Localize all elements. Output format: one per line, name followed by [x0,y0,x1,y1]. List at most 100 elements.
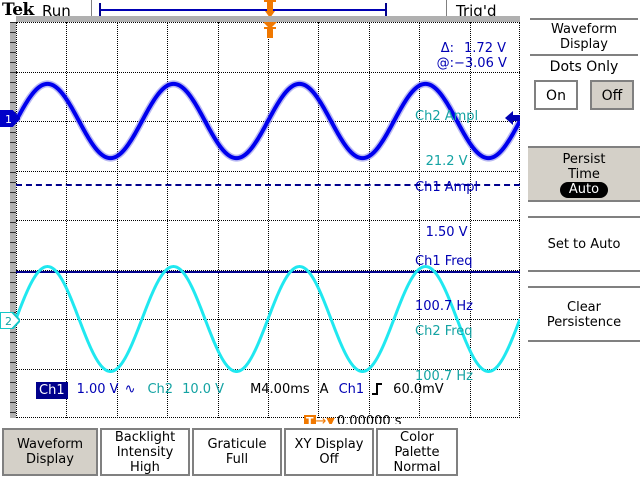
trigger-source-value[interactable]: Ch1 [338,382,365,397]
cursor-at-label: @: [436,56,454,71]
record-length-indicator [99,3,387,16]
cursor-delta-readout: Δ: 1.72 V [386,26,506,71]
trigger-position-icon: T [304,415,316,428]
gridline-h [16,270,520,271]
gridline-h-center [16,220,520,221]
side-menu-title: Waveform Display [530,22,638,52]
trigger-position-marker-graticule[interactable] [262,22,278,38]
divider [446,0,447,18]
arrow-right-icon: → [315,414,327,429]
bottom-menu-item-graticule[interactable]: Graticule Full [192,428,282,476]
measurement-label: Ch2 Freq [415,324,473,339]
menu-line: Palette [394,444,440,460]
menu-line: Backlight [114,429,176,445]
ruler-tick [10,232,16,233]
cursor-at-value: −3.06 V [454,56,507,71]
cursor-line-dashed[interactable] [16,184,520,186]
menu-line: Graticule [207,437,267,452]
measurement-value: 1.50 V [425,225,468,240]
bottom-menu-item-waveform-display[interactable]: Waveform Display [2,428,98,476]
channel-marker-2[interactable]: 2 [0,312,20,329]
ruler-tick [10,372,16,373]
ruler-tick [10,402,16,403]
ruler-tick [10,42,16,43]
ch2-scale-value[interactable]: 10.0 V [182,382,225,397]
ch2-label[interactable]: Ch2 [147,382,174,397]
measurement-ch2-ampl[interactable]: Ch2 Ampl 21.2 V [415,79,478,199]
svg-text:1: 1 [5,113,12,126]
menu-line: Waveform [17,437,83,452]
ch1-selected-chip[interactable]: Ch1 [36,382,68,399]
menu-line: Color [400,429,434,445]
bottom-menu-item-xy-display[interactable]: XY Display Off [284,428,374,476]
svg-text:2: 2 [5,315,12,328]
ch1-scale-value[interactable]: 1.00 V [76,382,119,397]
ruler-tick [10,172,16,173]
channel-marker-1[interactable]: 1 [0,110,20,127]
tek-logo: Tek [2,0,34,20]
divider [530,18,638,20]
run-state-label: Run [42,2,71,20]
menu-line: Normal [393,459,441,475]
trigger-position-marker-top[interactable] [262,0,278,18]
measurement-value: 21.2 V [425,154,468,169]
measurement-ch2-freq[interactable]: Ch2 Freq 100.7 Hz [415,294,473,414]
ruler-tick [10,412,16,413]
ruler-tick [10,242,16,243]
waveform-traces [16,80,520,373]
gridline-h [16,171,520,172]
divider [530,54,638,56]
persist-time-panel[interactable]: Persist Time Auto [528,146,640,202]
ruler-tick [10,162,16,163]
ruler-tick [10,362,16,363]
measurement-ch1-freq[interactable]: Ch1 Freq 100.7 Hz [415,224,473,344]
ac-coupling-icon: ∿ [124,382,136,397]
ruler-tick [10,102,16,103]
trigger-source-prefix: A [319,382,329,397]
ruler-tick [10,212,16,213]
trigger-level-value[interactable]: 60.0mV [393,382,444,397]
ruler-tick [10,352,16,353]
persist-time-value: Auto [559,182,609,198]
waveform-graticule[interactable]: Δ: 1.72 V @:−3.06 V Ch2 Ampl 21.2 V Ch1 A… [16,22,520,429]
ruler-tick [10,52,16,53]
persist-time-label-line2: Time [568,167,600,182]
menu-line: Full [225,452,249,467]
divider [91,0,92,18]
ruler-tick [10,382,16,383]
ruler-tick [10,202,16,203]
cursor-delta-value: 1.72 V [464,41,506,56]
timebase-value[interactable]: M4.00ms [250,382,310,397]
dots-only-off-button[interactable]: Off [590,80,634,110]
measurement-ch1-ampl[interactable]: Ch1 Ampl 1.50 V [415,150,478,270]
record-length-bar [99,9,387,11]
side-menu-title-line1: Waveform [551,22,617,37]
dots-only-on-button[interactable]: On [534,80,578,110]
ruler-tick [10,142,16,143]
cursor-line-solid[interactable] [16,271,520,273]
menu-line: Intensity [116,444,174,460]
measurement-value: 100.7 Hz [415,299,473,314]
menu-line: XY Display [294,437,364,452]
cursor-delta-label: Δ: [440,41,454,56]
persist-time-label-line1: Persist [562,152,606,167]
side-menu: Waveform Display Dots Only On Off Persis… [528,14,640,418]
measurement-label: Ch1 Freq [415,254,473,269]
dots-only-label: Dots Only [549,59,619,75]
clear-persistence-line1: Clear [567,300,601,315]
ruler-tick [10,302,16,303]
ch1-level-arrow-right[interactable] [505,110,520,126]
ruler-tick [10,132,16,133]
ruler-tick [10,262,16,263]
bottom-menu-item-color-palette[interactable]: Color Palette Normal [376,428,458,476]
gridline-h [16,369,520,370]
bottom-menu-item-backlight-intensity[interactable]: Backlight Intensity High [100,428,190,476]
rising-edge-icon [364,382,383,397]
measurement-label: Ch1 Ampl [415,180,479,195]
ruler-tick [10,252,16,253]
record-length-left-bracket [99,3,101,16]
channel-status-line: Ch1 1.00 V ∿ Ch2 10.0 V M4.00ms A Ch1 60.0mV [36,382,536,400]
clear-persistence-button[interactable]: Clear Persistence [528,286,640,342]
set-to-auto-button[interactable]: Set to Auto [528,216,640,272]
